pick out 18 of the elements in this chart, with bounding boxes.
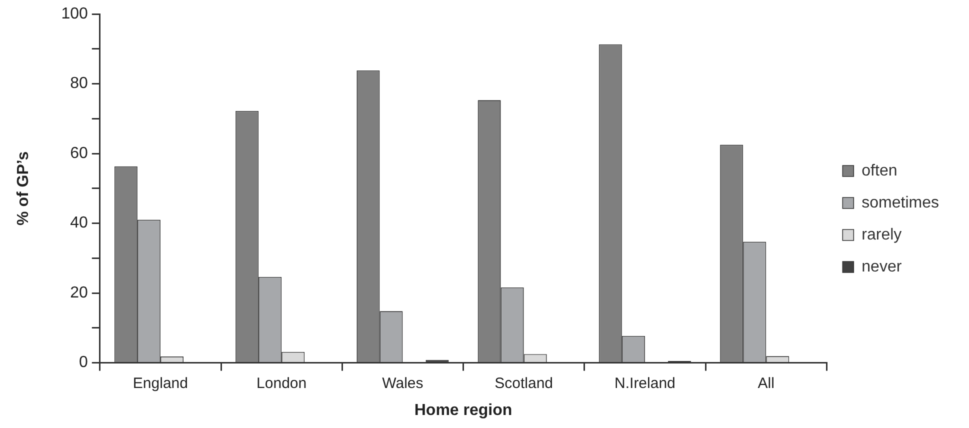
legend-label: rarely <box>862 226 902 244</box>
x-tick-label: Wales <box>382 374 424 392</box>
legend-label: often <box>862 162 898 180</box>
y-tick-label: 80 <box>70 75 88 92</box>
y-tick-label: 0 <box>78 354 88 372</box>
y-axis-title: % of GP’s <box>15 151 32 226</box>
x-tick-label: London <box>256 374 307 392</box>
x-tick-label: England <box>132 374 188 392</box>
x-tick-label: Scotland <box>494 374 554 392</box>
legend-label: never <box>862 258 902 276</box>
x-tick-label: N.Ireland <box>614 374 676 392</box>
x-tick-label: All <box>758 374 774 392</box>
y-tick-label: 60 <box>70 144 88 162</box>
x-axis-title: Home region <box>414 402 512 419</box>
legend-label: sometimes <box>862 194 940 212</box>
y-tick-label: 100 <box>61 5 88 22</box>
y-tick-label: 40 <box>70 214 88 232</box>
y-tick-label: 20 <box>70 284 88 302</box>
